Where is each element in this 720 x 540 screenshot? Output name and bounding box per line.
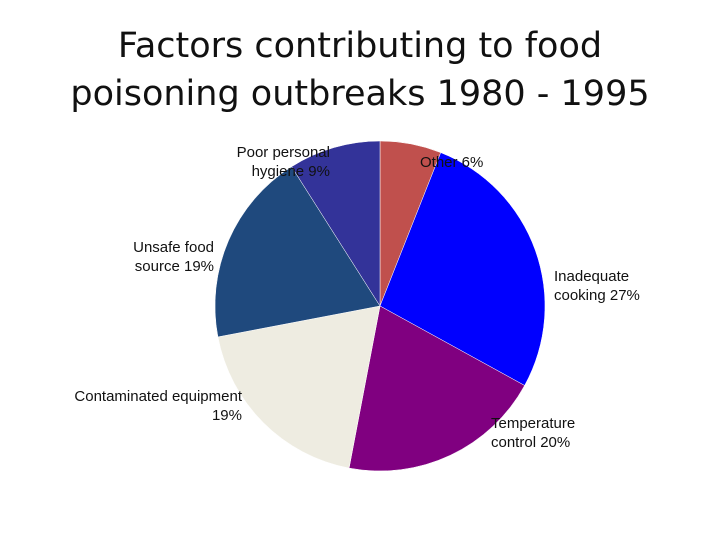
label-temperature-control-line-2: control 20% [491,434,571,451]
pie-slice-unsafe-food-source [214,166,381,338]
label-poor-personal-hygiene-line-2: hygiene 9% [251,163,330,180]
label-inadequate-cooking-line-2: cooking 27% [554,287,640,304]
chart-title-line-1: Factors contributing to food [117,26,603,66]
chart-title-line-2: poisoning outbreaks 1980 - 1995 [70,74,650,114]
pie-slice-temperature-control [348,305,525,472]
label-unsafe-food-source-line-2: source 19% [134,258,214,275]
label-unsafe-food-source-line-1: Unsafe food [133,239,214,256]
label-poor-personal-hygiene: Poor personal hygiene 9% [237,143,330,181]
label-inadequate-cooking: Inadequate cooking 27% [554,267,640,305]
label-temperature-control-line-1: Temperature [491,415,576,432]
label-other-line-1: Other 6% [420,154,484,171]
label-contaminated-equipment-line-2: 19% [211,407,242,424]
pie-slice-contaminated-equipment [217,305,381,469]
label-contaminated-equipment-line-1: Contaminated equipment [74,388,242,405]
label-inadequate-cooking-line-1: Inadequate [554,268,630,285]
pie-slice-poor-personal-hygiene [291,140,381,307]
label-poor-personal-hygiene-line-1: Poor personal [236,144,330,161]
pie-slice-inadequate-cooking [379,152,546,386]
label-unsafe-food-source: Unsafe food source 19% [133,238,214,276]
chart-title: Factors contributing to food poisoning o… [0,22,720,118]
label-other: Other 6% [420,153,483,172]
label-temperature-control: Temperature control 20% [491,414,575,452]
label-contaminated-equipment: Contaminated equipment 19% [74,387,242,425]
